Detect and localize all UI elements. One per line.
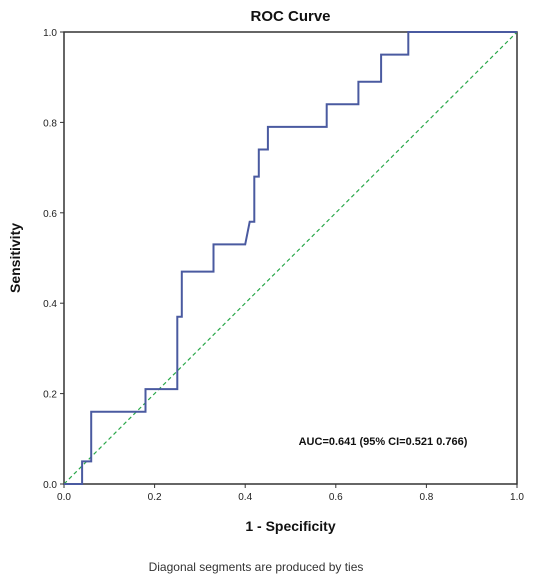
auc-annotation: AUC=0.641 (95% CI=0.521 0.766) [299,436,468,448]
y-tick-label: 1.0 [43,28,57,39]
x-tick-label: 0.0 [57,492,71,503]
y-tick-label: 0.0 [43,480,57,491]
roc-curve-line [64,31,517,485]
axis-ticks: 0.0 0.2 0.4 0.6 0.8 1.0 0.0 0.2 0.4 0.6 0.8 1.0 [43,28,524,503]
x-axis-title: 1 - Specificity [245,518,335,534]
plot-frame [63,31,518,485]
y-tick-label: 0.4 [43,299,57,310]
y-tick-label: 0.8 [43,118,57,129]
x-tick-label: 1.0 [510,492,524,503]
chart-footnote: Diagonal segments are produced by ties [149,560,364,574]
x-tick-label: 0.6 [329,492,343,503]
y-axis-title: Sensitivity [7,223,23,293]
chart-title: ROC Curve [250,8,330,25]
x-tick-label: 0.2 [148,492,162,503]
x-tick-label: 0.8 [419,492,433,503]
y-tick-label: 0.2 [43,390,57,401]
y-tick-label: 0.6 [43,209,57,220]
x-tick-label: 0.4 [238,492,252,503]
reference-diagonal-line [63,31,518,485]
